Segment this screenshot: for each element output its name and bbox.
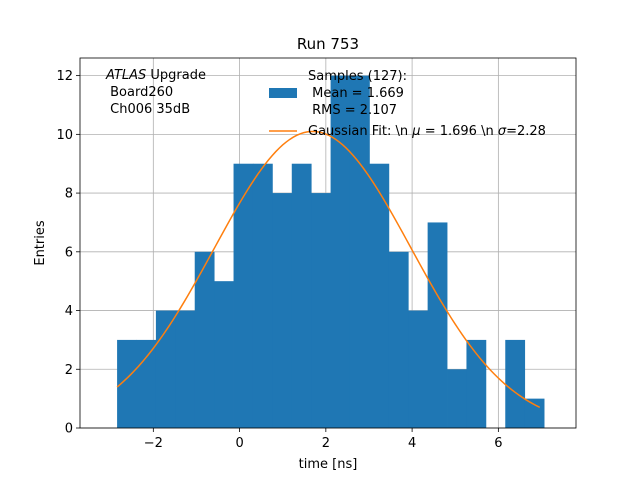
histogram-bar bbox=[505, 339, 526, 428]
histogram-bar bbox=[175, 310, 196, 428]
histogram-bars bbox=[117, 75, 545, 428]
histogram-bar bbox=[349, 75, 370, 428]
histogram-bar bbox=[252, 163, 273, 428]
y-axis-ticks: 0 2 4 6 8 10 12 bbox=[56, 69, 80, 437]
legend-fit-part-2: = 1.696 \n bbox=[421, 124, 498, 139]
histogram-bar bbox=[233, 163, 254, 428]
annotation-upgrade: Upgrade bbox=[146, 68, 206, 83]
annotation-line-1: ATLAS Upgrade bbox=[105, 68, 206, 83]
x-tick-label: 4 bbox=[408, 436, 416, 451]
histogram-bar bbox=[311, 193, 331, 428]
histogram-bar bbox=[369, 163, 390, 428]
x-axis-label: time [ns] bbox=[299, 457, 358, 472]
legend-fit-label: Gaussian Fit: \n μ = 1.696 \n σ=2.28 bbox=[308, 124, 546, 139]
x-tick-label: 6 bbox=[494, 436, 502, 451]
histogram-bar bbox=[330, 75, 351, 428]
y-tick-label: 12 bbox=[56, 69, 73, 84]
legend-histogram-swatch bbox=[269, 88, 297, 98]
annotation-line-3: Ch006 35dB bbox=[106, 102, 190, 117]
legend: Samples (127): Mean = 1.669 RMS = 2.107 … bbox=[269, 69, 546, 139]
y-tick-label: 2 bbox=[65, 363, 73, 378]
histogram-bar bbox=[524, 398, 545, 428]
y-tick-label: 8 bbox=[65, 187, 73, 202]
legend-fit-mu: μ bbox=[411, 124, 420, 139]
legend-samples-line-2: Mean = 1.669 bbox=[308, 86, 404, 101]
legend-fit-part-1: Gaussian Fit: \n bbox=[308, 124, 412, 139]
legend-fit-part-3: =2.28 bbox=[506, 124, 546, 139]
annotation-atlas-italic: ATLAS bbox=[105, 68, 146, 83]
annotation-line-2: Board260 bbox=[106, 85, 173, 100]
y-tick-label: 0 bbox=[65, 422, 73, 437]
legend-fit-sigma: σ bbox=[498, 124, 507, 139]
y-axis-label: Entries bbox=[33, 220, 48, 266]
histogram-bar bbox=[388, 251, 409, 428]
x-tick-label: 0 bbox=[235, 436, 243, 451]
y-tick-label: 10 bbox=[56, 128, 73, 143]
histogram-bar bbox=[466, 339, 487, 428]
histogram-bar bbox=[272, 193, 293, 428]
chart-title: Run 753 bbox=[297, 35, 359, 53]
histogram-bar bbox=[136, 339, 157, 428]
histogram-bar bbox=[447, 369, 467, 428]
x-tick-label: 2 bbox=[322, 436, 330, 451]
histogram-bar bbox=[194, 251, 215, 428]
y-tick-label: 4 bbox=[65, 304, 73, 319]
plot-frame bbox=[79, 57, 577, 429]
x-tick-label: −2 bbox=[144, 436, 163, 451]
histogram-bar bbox=[155, 310, 176, 428]
histogram-bar bbox=[117, 339, 137, 428]
annotation: ATLAS Upgrade Board260 Ch006 35dB bbox=[105, 68, 206, 117]
histogram-bar bbox=[408, 310, 429, 428]
histogram-bar bbox=[214, 281, 234, 428]
gaussian-fit-curve bbox=[116, 130, 541, 409]
x-axis-ticks: −2 0 2 4 6 bbox=[144, 428, 503, 451]
legend-samples-line-1: Samples (127): bbox=[308, 69, 407, 84]
legend-samples-line-3: RMS = 2.107 bbox=[308, 103, 397, 118]
histogram-bar bbox=[427, 222, 448, 428]
y-tick-label: 6 bbox=[65, 245, 73, 260]
histogram-bar bbox=[291, 163, 312, 428]
